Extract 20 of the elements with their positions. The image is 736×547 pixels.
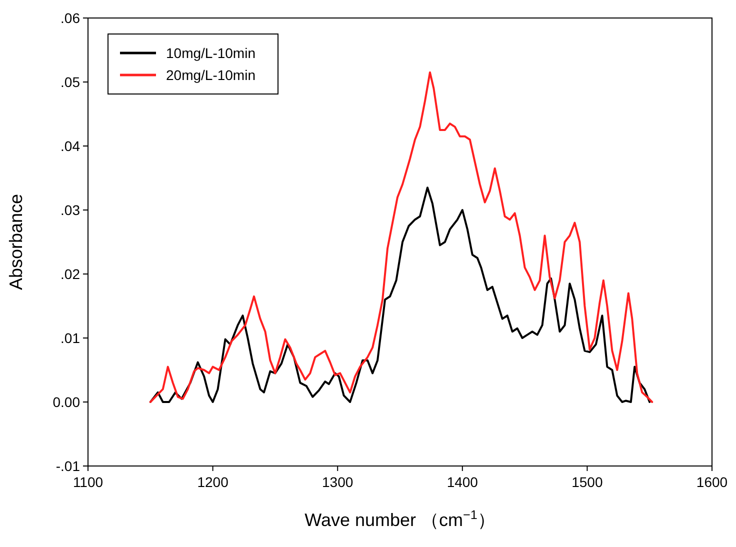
y-tick-label: .01 [60, 330, 80, 346]
line-series [149, 71, 654, 403]
x-tick-label: 1400 [446, 474, 478, 490]
y-axis-title: Absorbance [6, 194, 26, 290]
y-tick-label: .04 [60, 138, 80, 154]
x-tick-label: 1200 [197, 474, 229, 490]
y-tick-label: .05 [60, 74, 80, 90]
x-tick-label: 1100 [72, 474, 104, 490]
legend-label: 10mg/L-10min [166, 45, 256, 61]
legend-label: 20mg/L-10min [166, 67, 256, 83]
x-tick-label: 1600 [696, 474, 728, 490]
y-tick-label: -.01 [56, 458, 80, 474]
x-axis-title: Wave number （cm$^{−1}$） [304, 508, 496, 530]
x-tick-label: 1500 [572, 474, 603, 490]
y-tick-label: 0.00 [52, 394, 80, 410]
x-tick-label: 1300 [322, 474, 354, 490]
y-tick-label: .03 [60, 202, 80, 218]
line-series [149, 186, 651, 403]
y-tick-label: .06 [60, 10, 80, 26]
y-tick-label: .02 [60, 266, 80, 282]
